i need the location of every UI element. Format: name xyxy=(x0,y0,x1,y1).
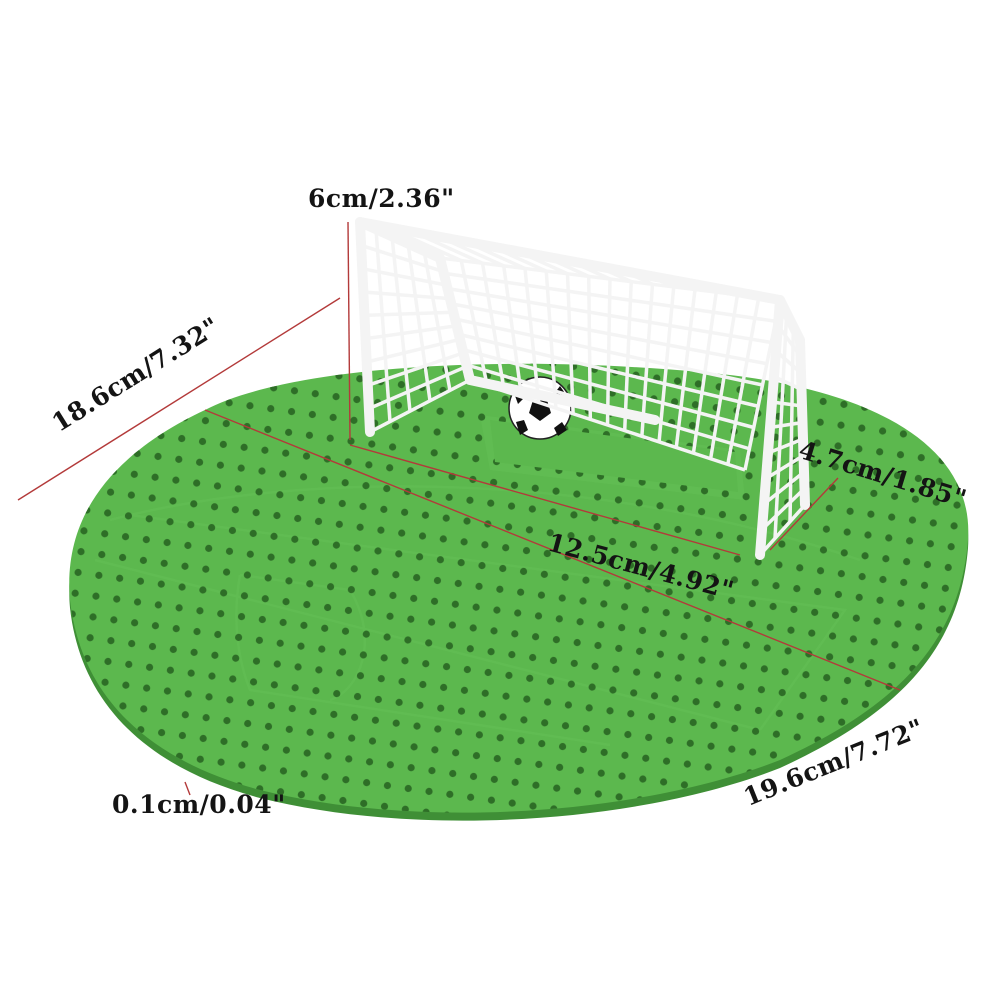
net-strand xyxy=(366,337,461,364)
net-strand xyxy=(374,229,392,422)
net-strand xyxy=(406,243,432,402)
net-strand xyxy=(767,437,804,455)
thickness-tick xyxy=(184,781,191,796)
net-strand xyxy=(422,250,452,391)
dimension-lines xyxy=(17,221,901,796)
mat-width-line xyxy=(17,297,341,501)
net-strand xyxy=(447,286,772,345)
goal-height-line xyxy=(347,221,351,441)
net-strand xyxy=(758,503,807,557)
net-strand xyxy=(769,420,803,430)
net-strand xyxy=(762,470,806,506)
goal-area-cover xyxy=(490,420,738,492)
net-strand xyxy=(443,271,776,323)
net-strand xyxy=(454,317,763,387)
net-strand xyxy=(450,302,768,366)
net-strand xyxy=(367,351,464,387)
mat-thickness-label: 0.1cm/0.04" xyxy=(112,790,286,819)
goal-height-label: 6cm/2.36" xyxy=(308,184,455,213)
net-strand xyxy=(458,332,759,408)
goal-depth-line xyxy=(769,477,839,551)
net-strand xyxy=(360,243,444,274)
net-strand xyxy=(363,290,451,301)
urinal-mat xyxy=(69,363,969,821)
net-strand xyxy=(760,487,806,531)
net-strand xyxy=(361,266,448,287)
soccer-goal xyxy=(355,217,810,560)
mat-length-line xyxy=(204,409,901,691)
net-strand xyxy=(365,324,457,341)
net-strand xyxy=(364,310,454,318)
net-strand xyxy=(765,454,805,480)
net-strand xyxy=(462,347,755,430)
net-strand xyxy=(390,236,412,412)
net-strand xyxy=(369,378,471,434)
net-strand xyxy=(368,364,468,411)
goal-width-line xyxy=(349,444,741,556)
